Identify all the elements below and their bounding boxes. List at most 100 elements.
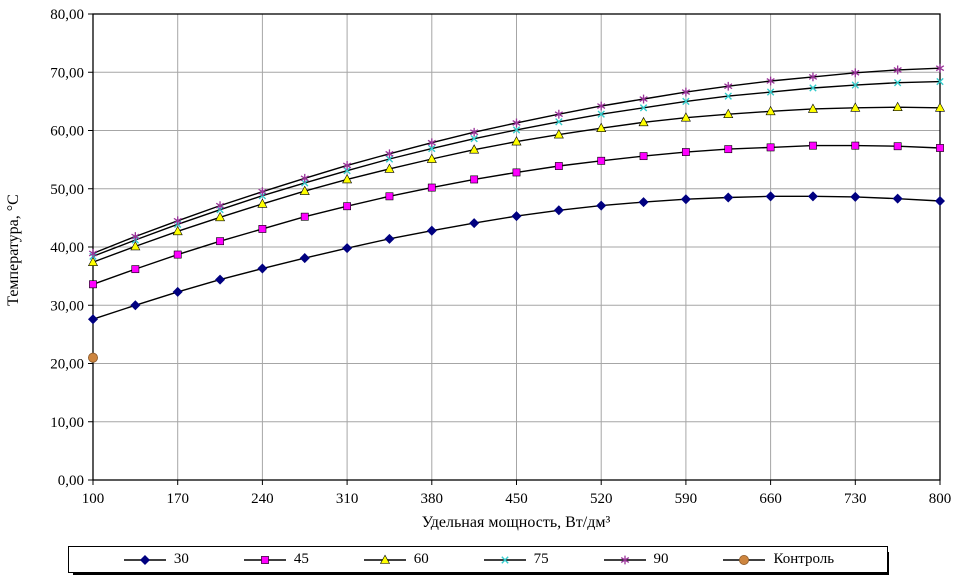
square-marker [597,156,606,165]
triangle-marker [426,153,437,163]
triangle-marker [384,163,395,173]
asterisk-marker [131,232,140,241]
grid-layer [92,13,941,481]
y-tick-label: 80,00 [50,7,84,23]
x-tick-label: 240 [251,491,274,507]
series-60 [87,101,946,266]
diamond-marker [934,195,946,206]
diamond-marker [172,286,183,297]
y-axis-title: Температура, °С [5,194,22,306]
asterisk-marker [681,87,691,97]
triangle-marker [257,198,268,208]
x-tick-label: 310 [336,491,359,507]
chart-legend: 30 45 60 75 90 Контроль [68,546,888,573]
y-tick-label: 70,00 [50,65,84,81]
diamond-marker [299,253,310,264]
triangle-marker [469,144,480,154]
y-tick-label: 10,00 [50,415,84,431]
asterisk-marker [258,187,267,197]
square-marker [173,250,182,259]
square-marker [554,162,563,170]
x-marker [385,155,394,163]
x-marker [512,126,521,134]
diamond-marker [139,554,150,565]
square-marker [936,144,944,152]
legend-key-30 [123,554,166,565]
triangle-marker [379,554,390,564]
triangle-marker [596,122,607,132]
diamond-marker [892,193,903,204]
legend-key-45 [243,555,286,564]
x-marker [851,81,859,89]
diamond-marker [257,263,268,274]
triangle-marker [342,174,353,184]
triangle-marker [511,136,522,146]
triangle-marker [892,101,903,111]
legend-label: 75 [533,551,549,567]
y-tick-label: 30,00 [50,298,84,314]
x-marker [809,84,817,92]
x-marker [936,77,944,86]
legend-item-30: 30 [122,551,189,568]
legend-label: 45 [293,551,309,567]
triangle-marker [765,105,776,116]
legend-label: 60 [413,551,429,567]
series-layer [87,63,946,363]
x-tick-label: 660 [759,491,782,507]
series-45 [89,141,944,289]
x-marker [301,179,309,187]
x-marker [597,110,605,118]
diamond-marker [342,243,353,254]
square-marker [766,143,775,152]
asterisk-marker [851,68,860,78]
triangle-marker [723,108,734,118]
legend-item-75: 75 [482,551,549,568]
asterisk-marker [300,173,309,183]
x-marker [639,104,648,112]
diamond-marker [807,191,818,202]
square-marker [131,265,140,274]
square-marker [385,192,394,201]
asterisk-marker [470,127,479,137]
diamond-marker [215,274,226,285]
triangle-marker [850,102,861,112]
square-marker [300,212,309,221]
square-marker [427,183,436,192]
triangle-marker [553,129,564,139]
asterisk-marker [88,249,98,258]
asterisk-marker [427,138,436,148]
y-tick-label: 50,00 [50,182,84,198]
x-tick-label: 450 [505,491,528,507]
x-tick-label: 520 [590,491,613,507]
asterisk-marker [342,161,352,170]
triangle-marker [87,256,99,266]
x-axis-title: Удельная мощность, Вт/дм³ [422,514,611,531]
triangle-marker [172,225,183,236]
square-marker [343,202,351,211]
diamond-marker [765,191,776,202]
asterisk-marker [385,149,394,159]
x-tick-label: 800 [929,491,952,507]
x-tick-label: 730 [844,491,867,507]
asterisk-marker [766,76,775,86]
asterisk-marker [935,63,945,73]
y-tick-label: 0,00 [58,473,84,489]
y-tick-label: 60,00 [50,124,84,140]
x-tick-label: 380 [421,491,444,507]
asterisk-marker [215,201,225,211]
diamond-marker [87,314,99,325]
y-tick-label: 40,00 [50,240,84,256]
x-marker [555,118,563,126]
asterisk-marker [173,216,182,226]
triangle-marker [130,240,141,251]
legend-key-Контроль [723,554,766,565]
asterisk-marker [597,101,606,111]
square-marker [809,141,817,150]
square-marker [216,237,224,246]
asterisk-marker [620,555,629,564]
square-marker [724,145,733,154]
legend-key-60 [363,554,406,564]
diamond-marker [426,225,437,236]
triangle-marker [934,102,946,112]
